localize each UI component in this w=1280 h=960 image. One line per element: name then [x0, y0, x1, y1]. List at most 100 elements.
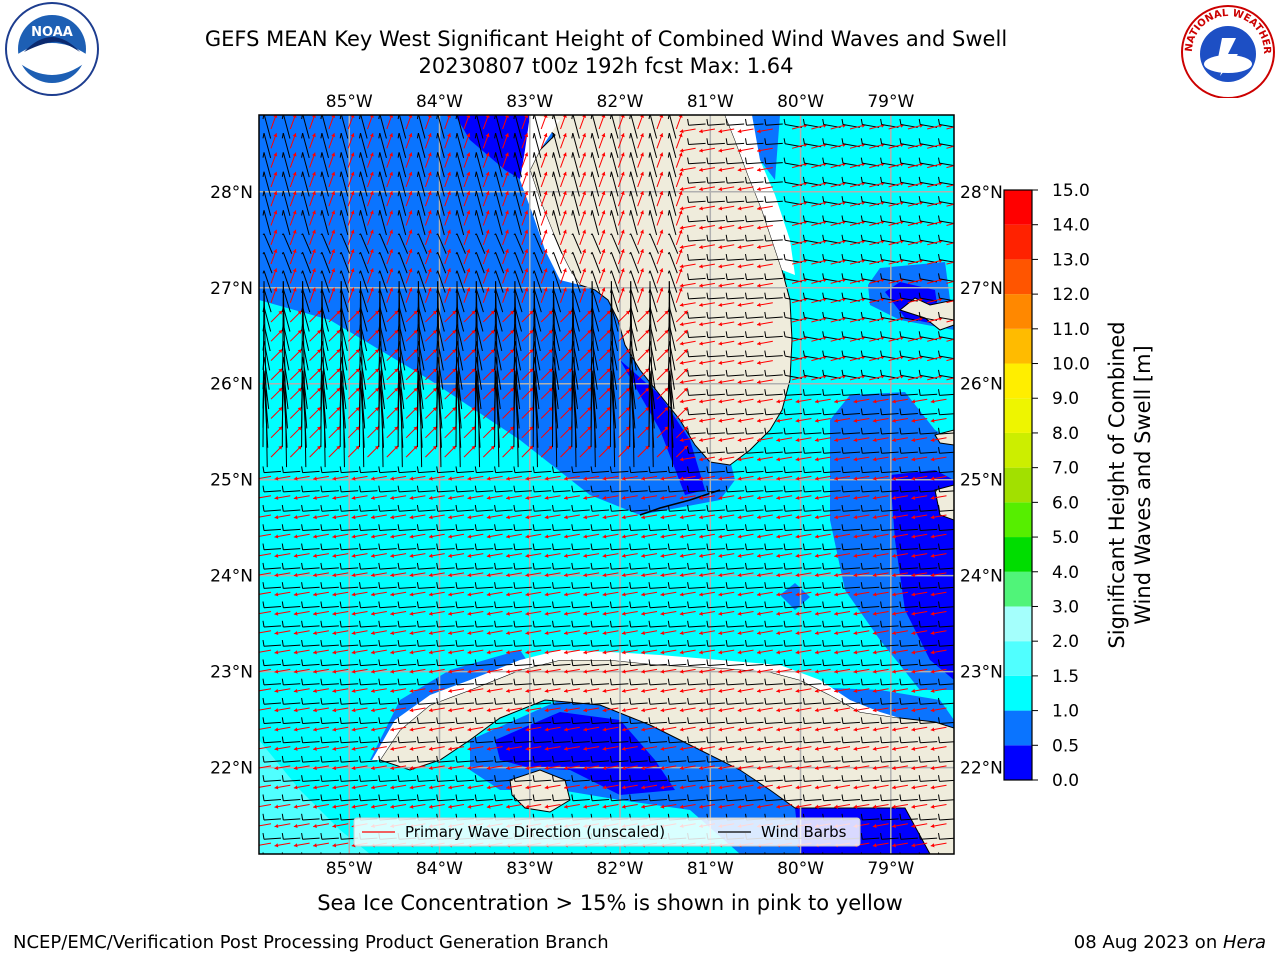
wind-barb — [591, 171, 600, 197]
wind-barb-tick — [764, 543, 767, 550]
wind-barb — [572, 171, 580, 197]
wind-barb — [263, 470, 282, 474]
wave-arrow-head — [737, 206, 742, 211]
wind-barb — [399, 606, 417, 609]
wind-barb-tick — [609, 190, 612, 197]
wind-barb — [282, 306, 291, 332]
wind-barb-tick — [783, 157, 786, 164]
wind-barb — [476, 115, 484, 139]
wind-barb-tick — [397, 252, 400, 255]
wind-barb — [572, 252, 582, 274]
wave-arrow-head — [274, 476, 279, 481]
wave-arrow-head — [336, 426, 341, 431]
wind-barb-tick — [880, 331, 883, 337]
wind-barb-tick — [687, 157, 690, 164]
wave-arrow-head — [504, 191, 509, 196]
wave-arrow-head — [350, 152, 355, 157]
wind-barb — [630, 270, 639, 293]
wind-barb — [727, 432, 745, 435]
wind-barb-tick — [494, 252, 497, 255]
wind-barb-tick — [841, 273, 844, 279]
wave-arrow-head — [699, 225, 703, 230]
wind-barb-tick — [532, 543, 535, 550]
wind-barb-tick — [281, 601, 284, 608]
wind-barb-tick — [880, 196, 883, 202]
wind-barb — [418, 490, 436, 493]
wind-barb-tick — [262, 270, 265, 274]
wave-arrow-head — [486, 573, 491, 578]
wind-barb — [418, 115, 426, 139]
wave-arrow-head — [408, 249, 413, 253]
wind-barb-tick — [436, 133, 439, 139]
wind-barb — [302, 306, 310, 332]
wind-barb — [727, 316, 745, 319]
wave-arrow-head — [471, 407, 476, 412]
wave-arrow-head — [432, 407, 437, 412]
wind-barb-tick — [783, 176, 786, 183]
wind-barb — [630, 528, 648, 532]
wave-arrow-head — [543, 229, 548, 234]
wave-arrow-head — [911, 457, 916, 462]
wind-barb — [321, 152, 330, 178]
wind-barb-tick — [880, 292, 883, 299]
wave-arrow-head — [390, 476, 395, 481]
wind-barb-tick — [880, 118, 883, 125]
wind-barb-tick — [860, 369, 863, 376]
wind-barb-tick — [802, 408, 805, 415]
wave-arrow-head — [660, 553, 665, 558]
wind-barb-tick — [532, 524, 535, 531]
wind-barb — [553, 490, 571, 493]
wind-barb — [263, 288, 272, 313]
wind-barb-tick — [629, 466, 632, 473]
wave-arrow-head — [958, 162, 962, 166]
wind-barb-tick — [359, 252, 361, 255]
wind-barb — [534, 470, 552, 474]
wind-barb-tick — [436, 485, 439, 492]
wind-barb-tick — [745, 215, 747, 222]
wave-arrow — [946, 261, 954, 265]
wind-barb-tick — [822, 254, 825, 260]
wind-barb — [553, 548, 571, 551]
wind-barb-tick — [918, 311, 921, 318]
wind-barb-tick — [532, 252, 535, 255]
wind-barb — [707, 239, 725, 242]
wind-barb-tick — [571, 582, 574, 589]
wind-barb-tick — [841, 524, 844, 531]
wave-arrow-head — [679, 495, 684, 500]
wind-barb-tick — [474, 466, 477, 473]
wind-barb — [727, 528, 745, 532]
wind-barb — [881, 509, 899, 512]
wind-barb-tick — [938, 254, 940, 260]
wind-barb — [842, 509, 861, 512]
wave-arrow-head — [369, 229, 374, 234]
wind-barb-tick — [899, 176, 902, 183]
wave-arrow-head — [582, 268, 587, 273]
wave-arrow-head — [293, 611, 298, 616]
wave-arrow-head — [718, 244, 723, 250]
wind-barb — [785, 567, 803, 570]
wave-arrow-head — [369, 210, 374, 215]
wind-barb — [900, 586, 918, 589]
wind-barb — [321, 606, 339, 609]
wind-barb-tick — [474, 233, 477, 236]
wave-arrow-head — [683, 387, 688, 392]
wind-barb-tick — [301, 190, 304, 197]
wave-arrow-head — [448, 476, 452, 481]
wind-barb-tick — [860, 389, 863, 396]
wind-barb-tick — [783, 254, 786, 260]
wave-arrow-head — [524, 191, 529, 196]
wind-barb — [495, 233, 505, 254]
wind-barb-tick — [899, 466, 902, 473]
wind-barb-tick — [841, 350, 844, 357]
wind-barb — [591, 190, 600, 216]
wind-barb — [746, 393, 764, 396]
wave-arrow-head — [408, 210, 413, 215]
wave-arrow-head — [504, 210, 509, 215]
wind-barb — [727, 548, 745, 551]
wind-barb-tick — [706, 176, 709, 184]
wind-barb — [727, 142, 745, 146]
wave-arrow-head — [331, 133, 336, 138]
wind-barb-tick — [609, 281, 612, 448]
wind-barb — [611, 115, 619, 139]
wind-barb-tick — [725, 427, 728, 435]
